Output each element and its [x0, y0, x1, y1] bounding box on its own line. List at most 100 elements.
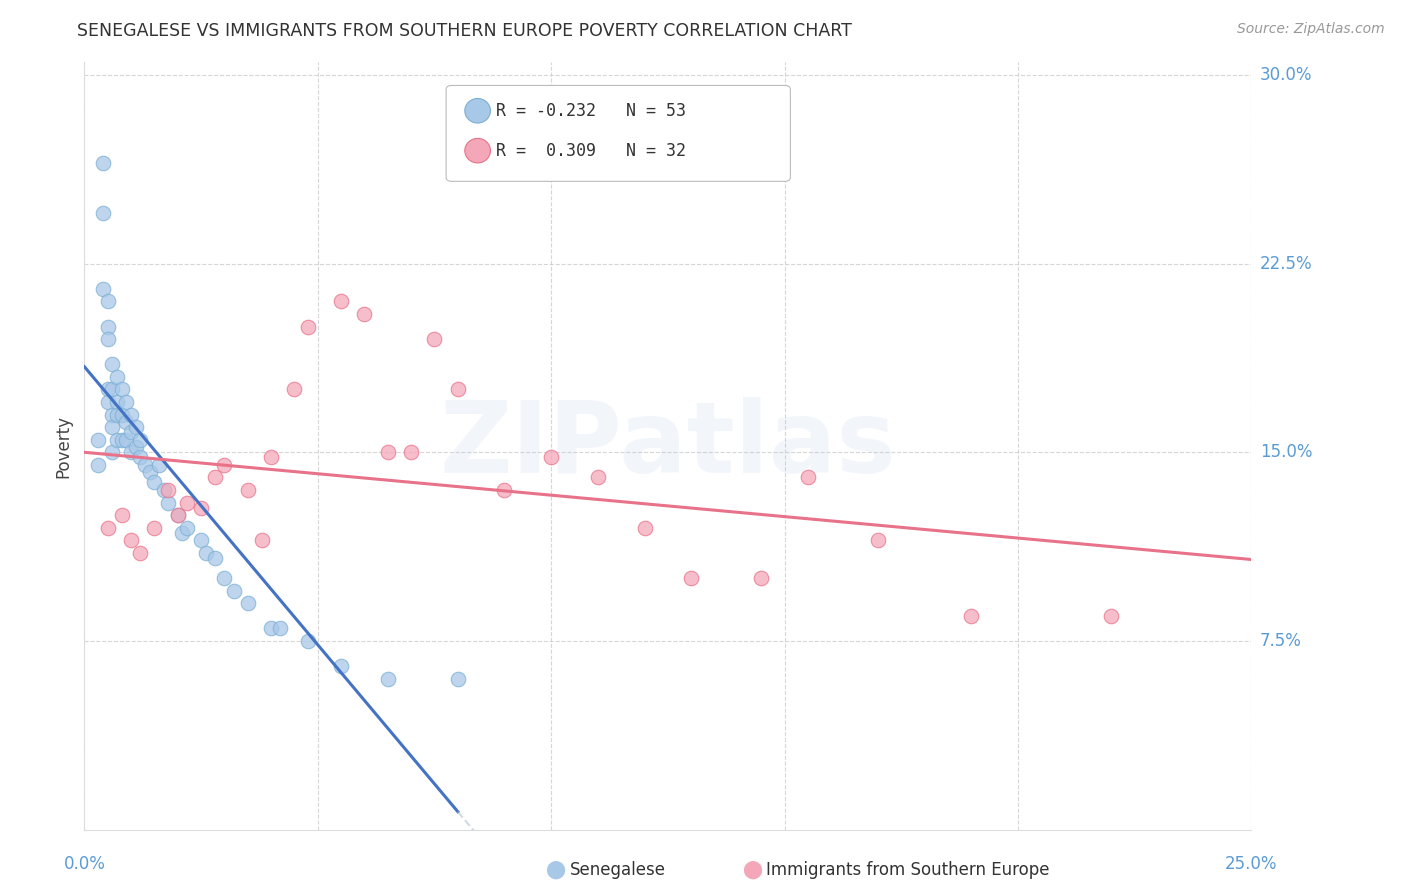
Point — [101, 445, 124, 459]
Text: 30.0%: 30.0% — [1260, 66, 1312, 84]
Point — [97, 395, 120, 409]
Point — [101, 408, 124, 422]
Point — [749, 571, 772, 585]
Point — [129, 546, 152, 560]
Text: SENEGALESE VS IMMIGRANTS FROM SOUTHERN EUROPE POVERTY CORRELATION CHART: SENEGALESE VS IMMIGRANTS FROM SOUTHERN E… — [77, 22, 852, 40]
Point — [269, 621, 291, 635]
Point — [111, 508, 134, 523]
Point — [111, 383, 134, 397]
Point — [377, 445, 399, 459]
Point — [138, 466, 160, 480]
Text: ⬤: ⬤ — [546, 861, 565, 879]
Text: R = -0.232   N = 53: R = -0.232 N = 53 — [496, 102, 686, 120]
Point — [157, 495, 180, 509]
Text: Senegalese: Senegalese — [569, 861, 665, 879]
Point — [447, 383, 470, 397]
Point — [152, 483, 174, 497]
Point — [97, 521, 120, 535]
Point — [115, 415, 138, 429]
Point — [260, 621, 283, 635]
Point — [134, 458, 156, 472]
Point — [148, 458, 170, 472]
Point — [176, 521, 198, 535]
Point — [214, 458, 236, 472]
Point — [97, 294, 120, 309]
Ellipse shape — [465, 138, 491, 163]
Text: 15.0%: 15.0% — [1260, 443, 1312, 461]
Point — [105, 369, 128, 384]
Point — [91, 282, 114, 296]
Point — [157, 483, 180, 497]
Point — [330, 294, 353, 309]
Point — [236, 483, 259, 497]
Point — [283, 383, 305, 397]
Point — [297, 634, 319, 648]
Point — [250, 533, 273, 548]
Point — [105, 395, 128, 409]
Point — [540, 450, 562, 465]
Point — [87, 433, 110, 447]
Point — [214, 571, 236, 585]
Point — [797, 470, 820, 484]
Point — [1099, 608, 1122, 623]
Point — [111, 408, 134, 422]
Text: ⬤: ⬤ — [742, 861, 762, 879]
Ellipse shape — [465, 98, 491, 123]
Point — [120, 533, 142, 548]
Point — [125, 420, 148, 434]
Text: Source: ZipAtlas.com: Source: ZipAtlas.com — [1237, 22, 1385, 37]
Text: R =  0.309   N = 32: R = 0.309 N = 32 — [496, 142, 686, 160]
Point — [377, 672, 399, 686]
Point — [120, 445, 142, 459]
Point — [97, 319, 120, 334]
Y-axis label: Poverty: Poverty — [55, 415, 73, 477]
Point — [91, 206, 114, 220]
Point — [87, 458, 110, 472]
Text: 0.0%: 0.0% — [63, 855, 105, 872]
Point — [204, 470, 226, 484]
Text: 22.5%: 22.5% — [1260, 254, 1312, 273]
Point — [101, 357, 124, 371]
Text: ZIPatlas: ZIPatlas — [440, 398, 896, 494]
Point — [190, 533, 212, 548]
Point — [91, 156, 114, 170]
Point — [681, 571, 703, 585]
Text: 7.5%: 7.5% — [1260, 632, 1302, 650]
Point — [101, 383, 124, 397]
Point — [166, 508, 188, 523]
Point — [115, 395, 138, 409]
Point — [236, 596, 259, 610]
Point — [143, 521, 166, 535]
Point — [105, 408, 128, 422]
Text: 25.0%: 25.0% — [1225, 855, 1278, 872]
Point — [586, 470, 609, 484]
Point — [297, 319, 319, 334]
Point — [129, 433, 152, 447]
Point — [101, 420, 124, 434]
FancyBboxPatch shape — [446, 86, 790, 181]
Point — [190, 500, 212, 515]
Point — [960, 608, 983, 623]
Point — [166, 508, 188, 523]
Point — [172, 525, 194, 540]
Point — [399, 445, 422, 459]
Point — [97, 332, 120, 346]
Point — [105, 433, 128, 447]
Point — [330, 659, 353, 673]
Point — [176, 495, 198, 509]
Point — [143, 475, 166, 490]
Point — [120, 425, 142, 439]
Point — [353, 307, 375, 321]
Point — [111, 433, 134, 447]
Point — [125, 440, 148, 454]
Point — [194, 546, 217, 560]
Point — [447, 672, 470, 686]
Point — [129, 450, 152, 465]
Point — [120, 408, 142, 422]
Point — [97, 383, 120, 397]
Point — [115, 433, 138, 447]
Text: Immigrants from Southern Europe: Immigrants from Southern Europe — [766, 861, 1050, 879]
Point — [494, 483, 516, 497]
Point — [423, 332, 446, 346]
Point — [260, 450, 283, 465]
